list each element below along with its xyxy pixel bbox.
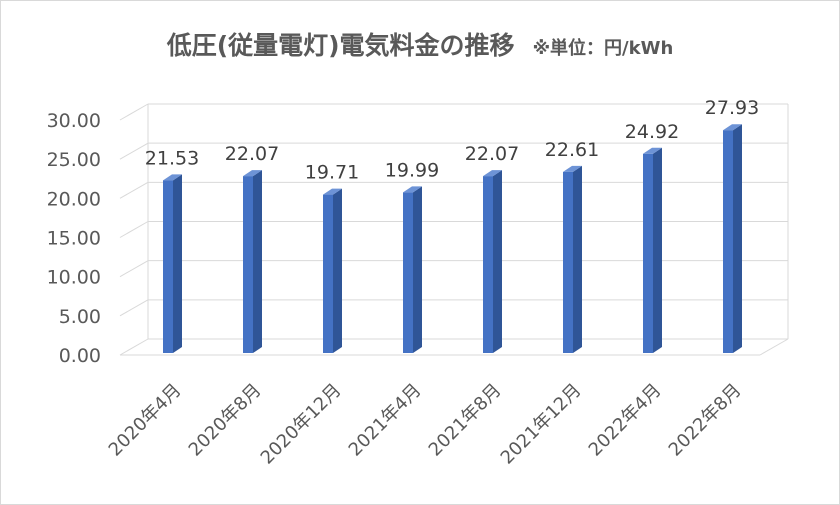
bar-side	[733, 124, 742, 353]
x-tick-label: 2020年4月	[105, 380, 186, 461]
bar-front	[643, 153, 653, 353]
chart-title-row: 低圧(従量電灯)電気料金の推移 ※単位：円/kWh	[0, 26, 840, 66]
x-tick-label: 2020年8月	[185, 380, 266, 461]
gridline-side	[119, 260, 149, 278]
bar-side	[413, 186, 422, 353]
bar	[483, 170, 502, 353]
bar-top	[643, 147, 662, 154]
bar-front	[723, 130, 733, 353]
chart-unit-note: ※単位：円/kWh	[532, 38, 674, 59]
bar	[403, 186, 422, 353]
bar-side	[333, 188, 342, 353]
bar-top	[483, 170, 502, 177]
chart-title: 低圧(従量電灯)電気料金の推移	[166, 31, 515, 60]
x-tick-label: 2022年4月	[585, 380, 666, 461]
bar-top	[323, 188, 342, 195]
data-label: 22.61	[545, 139, 599, 161]
bar-front	[563, 171, 573, 353]
bar-top	[243, 170, 262, 177]
x-tick-label: 2022年8月	[665, 380, 746, 461]
y-tick-label: 0.00	[59, 345, 101, 367]
bar-side	[653, 147, 662, 353]
x-tick-label: 2021年4月	[345, 380, 426, 461]
data-label: 27.93	[705, 97, 759, 119]
bar-side	[253, 170, 262, 353]
bars	[163, 124, 742, 353]
gridline-side	[119, 142, 149, 160]
bar-front	[403, 192, 413, 353]
gridline-side	[119, 103, 149, 121]
bar-side	[493, 170, 502, 353]
x-tick-label: 2021年12月	[497, 380, 586, 469]
gridline-side	[119, 299, 149, 317]
gridline-side	[119, 338, 149, 356]
bar-side	[173, 174, 182, 353]
data-label: 22.07	[225, 143, 279, 165]
y-axis-ticks: 0.00 5.00 10.00 15.00 20.00 25.00 30.00	[47, 110, 101, 367]
data-label: 24.92	[625, 121, 679, 143]
bar-front	[323, 194, 333, 353]
y-tick-label: 5.00	[59, 306, 101, 328]
bar	[643, 147, 662, 353]
y-tick-label: 15.00	[47, 228, 101, 250]
bar-top	[563, 165, 582, 172]
bar-front	[163, 180, 173, 353]
bar	[563, 165, 582, 353]
gridline-side	[119, 181, 149, 199]
y-tick-label: 30.00	[47, 110, 101, 132]
grid-lines	[119, 103, 789, 356]
bar	[723, 124, 742, 353]
bar-top	[403, 186, 422, 193]
bar-top	[163, 174, 182, 181]
data-label: 22.07	[465, 143, 519, 165]
y-tick-label: 20.00	[47, 188, 101, 210]
gridline-side	[119, 221, 149, 238]
bar	[163, 174, 182, 353]
y-tick-label: 25.00	[47, 149, 101, 171]
x-tick-label: 2020年12月	[257, 380, 346, 469]
bar-top	[723, 124, 742, 131]
data-label: 21.53	[145, 147, 199, 169]
bar-side	[573, 165, 582, 353]
bar	[323, 188, 342, 353]
y-tick-label: 10.00	[47, 267, 101, 289]
floor-right-edge	[759, 338, 789, 356]
bar-front	[483, 176, 493, 353]
bar-front	[243, 176, 253, 353]
data-label: 19.71	[305, 162, 359, 184]
x-tick-label: 2021年8月	[425, 380, 506, 461]
bar	[243, 170, 262, 353]
data-labels: 21.53 22.07 19.71 19.99 22.07 22.61 24.92 27.93	[145, 97, 759, 183]
data-label: 19.99	[385, 159, 439, 181]
